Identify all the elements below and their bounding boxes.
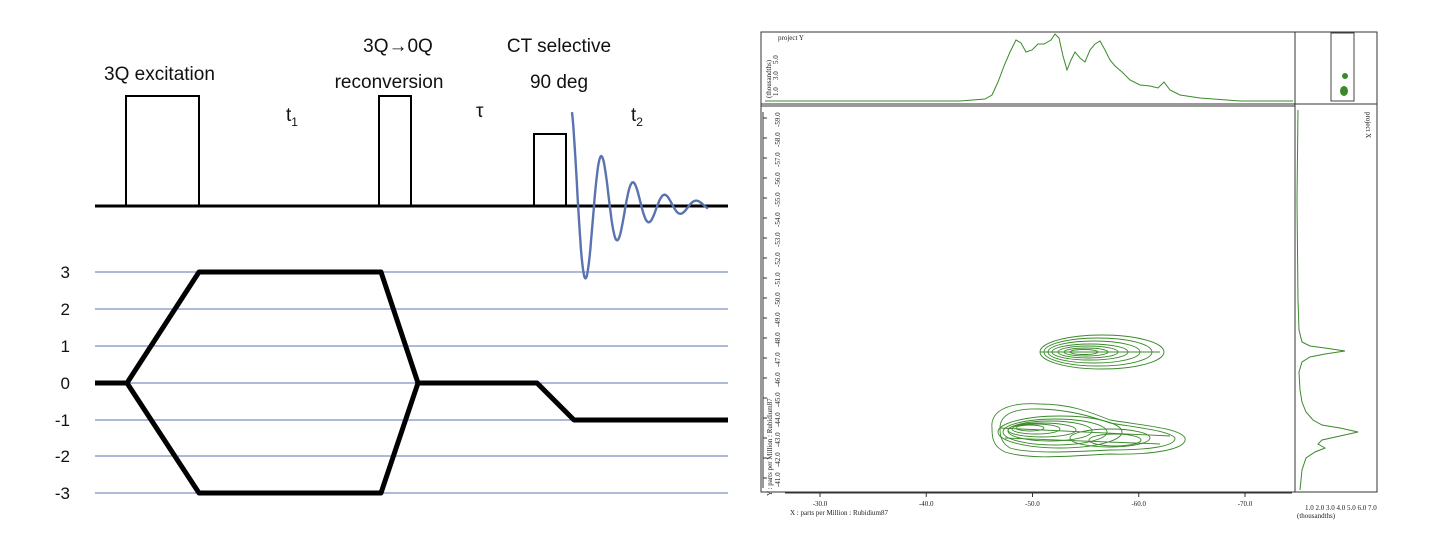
- excitation-pulse: [125, 95, 200, 207]
- top-projection-axis-tick: 1.0: [772, 87, 780, 96]
- y-axis-tick-label: -54.0: [774, 212, 782, 227]
- level-label-minus2: -2: [55, 447, 70, 466]
- right-projection-trace: [1296, 109, 1359, 491]
- label-reconversion-line2: reconversion: [335, 72, 444, 93]
- label-reconversion-line1: 3Q→0Q: [363, 36, 433, 57]
- selective-pulse: [533, 133, 567, 207]
- y-axis-tick-label: -48.0: [774, 332, 782, 347]
- label-tau: τ: [476, 101, 484, 122]
- y-axis-ticks: -59.0 -58.0 -57.0 -56.0 -55.0 -54.0 -53.0 -52.0…: [763, 112, 782, 487]
- coherence-path-upper: [95, 269, 728, 423]
- y-axis-tick-label: -51.0: [774, 272, 782, 287]
- y-axis-tick-label: -55.0: [774, 192, 782, 207]
- label-t2: t2: [631, 105, 643, 129]
- x-axis-tick-label: -40.0: [919, 500, 934, 508]
- level-label-3: 3: [61, 263, 70, 282]
- contour-peak-lower: [991, 403, 1186, 458]
- top-projection-axis-tick: 3.0: [772, 71, 780, 80]
- y-axis-tick-label: -41.0: [774, 472, 782, 487]
- top-projection-axis-tick: 5.0: [772, 55, 780, 64]
- y-axis-tick-label: -56.0: [774, 172, 782, 187]
- x-axis-ticks: -30.0 -40.0 -50.0 -60.0 -70.0: [813, 493, 1253, 508]
- y-axis-tick-label: -45.0: [774, 392, 782, 407]
- level-label-minus3: -3: [55, 484, 70, 503]
- reconversion-pulse: [378, 95, 412, 207]
- level-label-2: 2: [61, 300, 70, 319]
- right-projection-unit: (thousandths): [1297, 512, 1336, 520]
- label-selective-line1: CT selective: [507, 36, 611, 57]
- x-axis-tick-label: -60.0: [1131, 500, 1146, 508]
- contour-peak-upper: [1039, 334, 1165, 370]
- label-t1: t1: [286, 105, 298, 129]
- label-selective-line2: 90 deg: [530, 72, 588, 93]
- level-label-1: 1: [61, 337, 70, 356]
- right-projection-label: project X: [1364, 112, 1372, 138]
- top-projection-axis-unit: (thousandths): [765, 59, 773, 98]
- y-axis-tick-label: -43.0: [774, 432, 782, 447]
- y-axis-label: Y : parts per Million : Rubidium87: [766, 398, 774, 496]
- top-projection-label: project Y: [778, 34, 804, 42]
- coherence-path-lower: [124, 381, 421, 496]
- thumbnail-peak: [1342, 73, 1348, 79]
- pulse-sequence: 3Q excitation t1 3Q→0Q reconversion τ CT…: [95, 36, 728, 280]
- label-3q-excitation: 3Q excitation: [104, 64, 215, 85]
- level-label-minus1: -1: [55, 411, 70, 430]
- y-axis-tick-label: -53.0: [774, 232, 782, 247]
- thumbnail-window: [1330, 32, 1355, 102]
- thumbnail-peak: [1340, 86, 1348, 96]
- x-axis-tick-label: -30.0: [813, 500, 828, 508]
- y-axis-tick-label: -49.0: [774, 312, 782, 327]
- x-axis-tick-label: -50.0: [1025, 500, 1040, 508]
- x-axis-label: X : parts per Million : Rubidium87: [790, 509, 888, 517]
- spectrum-panel: project Y (thousandths) 1.0 3.0 5.0 proj…: [760, 31, 1378, 522]
- coherence-diagram: 3 2 1 0 -1 -2 -3: [55, 263, 728, 503]
- right-projection-ticks: 1.0 2.0 3.0 4.0 5.0 6.0 7.0: [1305, 504, 1377, 512]
- y-axis-tick-label: -47.0: [774, 352, 782, 367]
- right-projection-frame: [1294, 103, 1378, 493]
- y-axis-tick-label: -50.0: [774, 292, 782, 307]
- top-projection-trace: [765, 33, 1293, 102]
- y-axis-tick-label: -44.0: [774, 412, 782, 427]
- y-axis-tick-label: -59.0: [774, 112, 782, 127]
- y-axis-tick-label: -58.0: [774, 132, 782, 147]
- y-axis-tick-label: -52.0: [774, 252, 782, 267]
- x-axis-tick-label: -70.0: [1238, 500, 1253, 508]
- fid-signal: [570, 111, 709, 280]
- y-axis-tick-label: -46.0: [774, 372, 782, 387]
- y-axis-tick-label: -57.0: [774, 152, 782, 167]
- y-axis-tick-label: -42.0: [774, 452, 782, 467]
- level-label-0: 0: [61, 374, 70, 393]
